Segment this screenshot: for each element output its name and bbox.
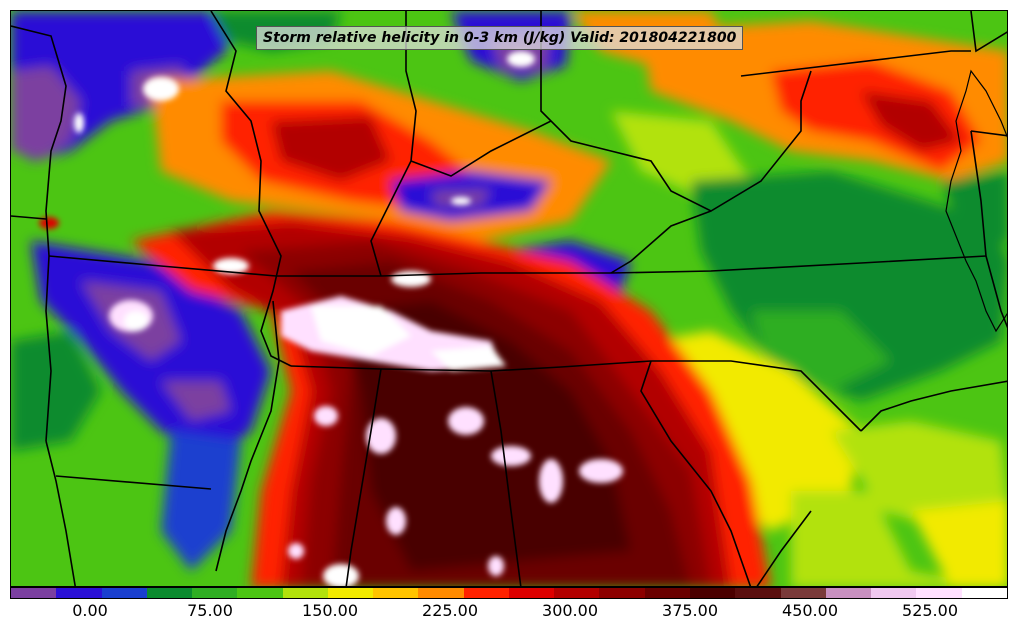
colorbar-tick-label: 375.00 [662,601,718,620]
colorbar-segment [689,588,736,598]
colorbar-tick-label: 300.00 [542,601,598,620]
colorbar-segment [11,588,57,598]
colorbar-segment [780,588,826,598]
colorbar-segment [554,588,600,598]
colorbar-tick-label: 0.00 [72,601,108,620]
helicity-maxima [39,51,623,586]
colorbar-segment [508,588,555,598]
colorbar-tick-label: 225.00 [422,601,478,620]
colorbar-segment [916,588,962,598]
map-title: Storm relative helicity in 0-3 km (J/kg)… [256,26,744,50]
colorbar-segment [146,588,193,598]
colorbar-tick-label: 150.00 [302,601,358,620]
colorbar-tick-label: 525.00 [902,601,958,620]
colorbar-segment [56,588,102,598]
colorbar-tick-label: 75.00 [187,601,233,620]
colorbar-segment [644,588,690,598]
state-borders [11,11,1007,586]
colorbar-tick-labels: 0.00 75.00 150.00 225.00 300.00 375.00 450.00 5… [10,601,1008,623]
colorbar-segment [373,588,419,598]
colorbar-segment [599,588,645,598]
helicity-field-map [11,11,1007,586]
colorbar-segment [463,588,509,598]
colorbar-segment [237,588,283,598]
colorbar-segment [282,588,328,598]
colorbar-segment [327,588,374,598]
coastline [945,69,1007,333]
colorbar-segment [961,588,1007,598]
colorbar-tick-label: 450.00 [782,601,838,620]
colorbar-segment [871,588,917,598]
colorbar-segment [825,588,872,598]
colorbar-segment [192,588,238,598]
colorbar [10,587,1008,599]
map-panel: Storm relative helicity in 0-3 km (J/kg)… [10,10,1008,587]
colorbar-segment [101,588,147,598]
colorbar-segment [418,588,464,598]
colorbar-segment [735,588,781,598]
